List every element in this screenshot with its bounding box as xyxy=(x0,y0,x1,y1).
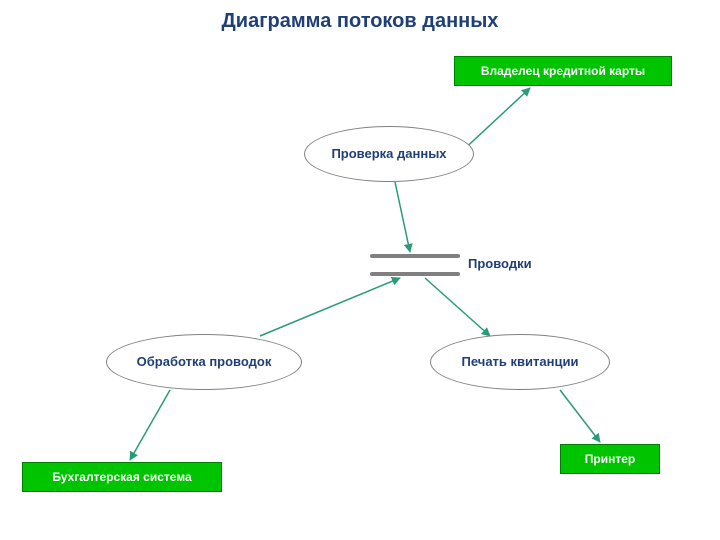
edge xyxy=(260,278,400,336)
node-processing: Обработка проводок xyxy=(106,334,302,390)
node-label: Обработка проводок xyxy=(137,354,272,370)
node-label: Владелец кредитной карты xyxy=(481,64,645,78)
edge xyxy=(560,390,600,442)
edge xyxy=(425,278,490,336)
store-label: Проводки xyxy=(468,256,532,271)
page-title: Диаграмма потоков данных xyxy=(0,10,720,33)
edge xyxy=(459,88,530,154)
node-check: Проверка данных xyxy=(304,126,474,182)
node-label: Бухгалтерская система xyxy=(52,470,191,484)
node-accounting: Бухгалтерская система xyxy=(22,462,222,492)
store-bar-top xyxy=(370,254,460,258)
node-label: Печать квитанции xyxy=(462,354,579,370)
node-owner: Владелец кредитной карты xyxy=(454,56,672,86)
diagram-canvas: Диаграмма потоков данных Владелец кредит… xyxy=(0,0,720,540)
node-printreceipt: Печать квитанции xyxy=(430,334,610,390)
node-label: Проверка данных xyxy=(331,146,446,162)
node-label: Принтер xyxy=(585,452,635,466)
node-printer: Принтер xyxy=(560,444,660,474)
store-bar-bottom xyxy=(370,272,460,276)
edge xyxy=(130,390,170,460)
edge xyxy=(395,182,410,252)
